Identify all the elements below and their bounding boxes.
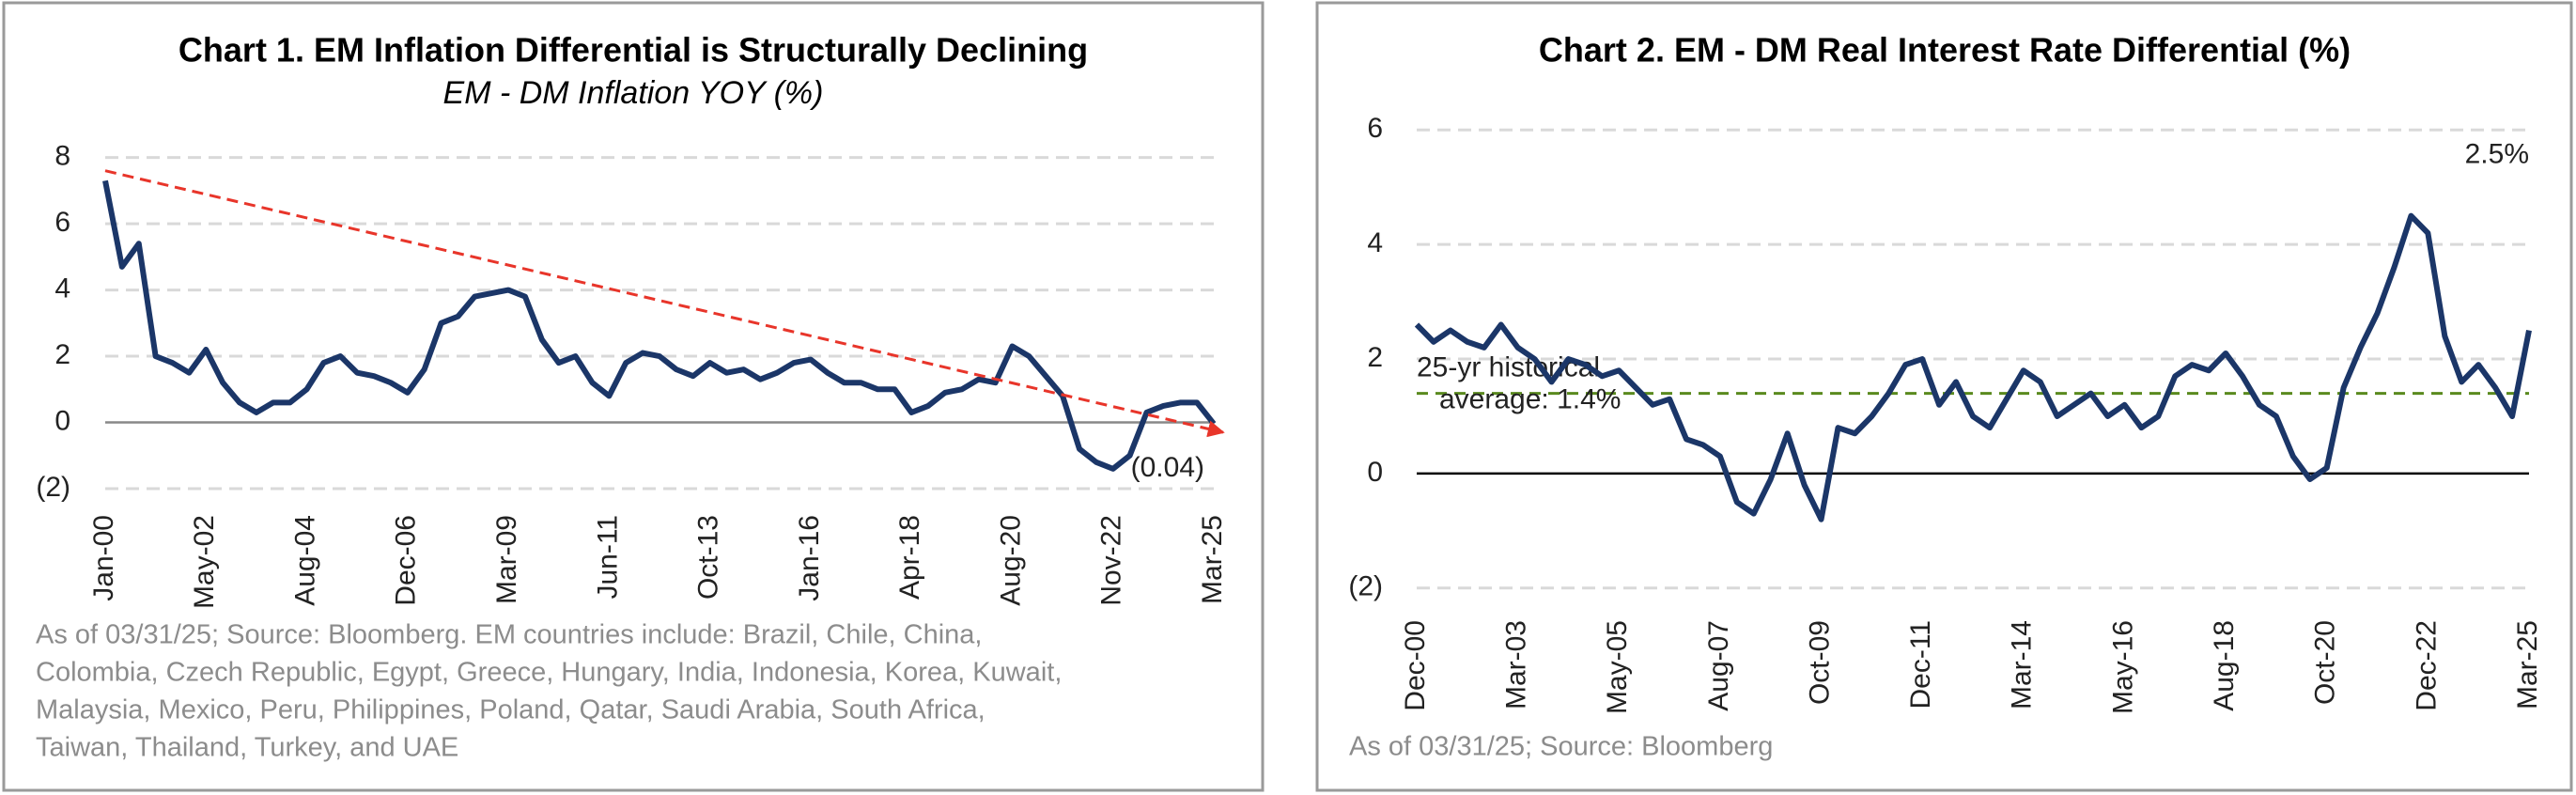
x-tick-label: Aug-20 xyxy=(995,515,1026,606)
x-tick-label: Dec-00 xyxy=(1400,620,1431,711)
y-tick-label: 8 xyxy=(54,141,70,172)
x-tick-label: Dec-06 xyxy=(391,515,422,606)
y-tick-label: 4 xyxy=(1367,227,1383,258)
y-tick-label: 0 xyxy=(1367,457,1383,488)
y-tick-label: 4 xyxy=(54,273,70,304)
x-tick-label: Dec-11 xyxy=(1905,620,1936,709)
y-tick-label: 6 xyxy=(54,207,70,238)
y-tick-label: 2 xyxy=(1367,342,1383,373)
x-tick-label: May-05 xyxy=(1602,620,1633,714)
x-tick-label: Mar-25 xyxy=(1197,515,1228,604)
x-tick-label: Mar-25 xyxy=(2512,620,2543,709)
x-tick-label: Apr-18 xyxy=(894,515,925,600)
data-line xyxy=(1414,212,2532,522)
x-tick-label: Mar-03 xyxy=(1501,620,1532,709)
x-tick-label: Oct-20 xyxy=(2310,620,2341,705)
x-tick-label: Mar-14 xyxy=(2007,620,2038,709)
footnote: Taiwan, Thailand, Turkey, and UAE xyxy=(36,733,458,763)
x-tick-label: Nov-22 xyxy=(1096,515,1127,606)
y-tick-label: 6 xyxy=(1367,113,1383,144)
average-label: 25-yr historical xyxy=(1417,352,1600,383)
chart-subtitle: EM - DM Inflation YOY (%) xyxy=(443,75,824,111)
data-line xyxy=(102,179,1217,472)
value-label: (0.04) xyxy=(1131,452,1204,483)
x-tick-label: Aug-04 xyxy=(289,515,320,606)
chart-title: Chart 1. EM Inflation Differential is St… xyxy=(178,31,1088,70)
x-tick-label: Oct-09 xyxy=(1804,620,1835,705)
x-tick-label: Jan-16 xyxy=(794,515,825,601)
y-tick-label: (2) xyxy=(1348,571,1383,602)
x-tick-label: Aug-18 xyxy=(2209,620,2240,711)
trend-line xyxy=(104,169,1225,438)
footnote: Colombia, Czech Republic, Egypt, Greece,… xyxy=(36,658,1062,688)
chart-title: Chart 2. EM - DM Real Interest Rate Diff… xyxy=(1539,31,2351,70)
footnote: As of 03/31/25; Source: Bloomberg xyxy=(1349,732,1773,762)
x-tick-label: Oct-13 xyxy=(693,515,724,600)
panel-border xyxy=(1315,1,2573,792)
x-tick-label: Aug-07 xyxy=(1703,620,1734,711)
value-label: 2.5% xyxy=(2465,138,2529,169)
x-tick-label: May-16 xyxy=(2107,620,2138,714)
x-tick-label: Mar-09 xyxy=(491,515,522,604)
x-tick-label: May-02 xyxy=(189,515,220,609)
y-tick-label: 0 xyxy=(54,405,70,436)
x-tick-label: Jun-11 xyxy=(592,515,623,600)
average-label: average: 1.4% xyxy=(1439,384,1621,415)
y-tick-label: 2 xyxy=(54,339,70,370)
y-tick-label: (2) xyxy=(36,472,70,503)
x-tick-label: Jan-00 xyxy=(88,515,119,601)
footnote: As of 03/31/25; Source: Bloomberg. EM co… xyxy=(36,620,982,650)
panel-border xyxy=(2,1,1265,792)
x-tick-label: Dec-22 xyxy=(2411,620,2442,711)
footnote: Malaysia, Mexico, Peru, Philippines, Pol… xyxy=(36,695,985,725)
